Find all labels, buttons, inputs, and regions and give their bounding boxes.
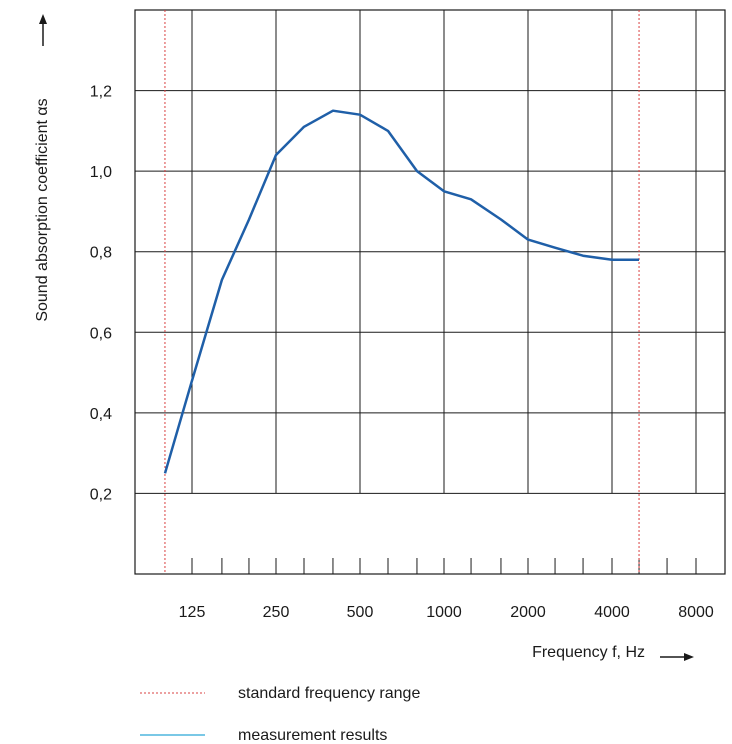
y-tick-label: 0,4: [90, 406, 112, 423]
series-line-measurement: [163, 109, 639, 474]
x-tick-label: 500: [347, 604, 374, 621]
legend-label-measurement: measurement results: [238, 727, 387, 744]
x-axis-arrow-icon: [660, 653, 694, 661]
standard-range-lines: [164, 10, 640, 574]
y-tick-label: 1,0: [90, 164, 112, 181]
x-axis-label: Frequency f, Hz: [532, 644, 645, 661]
legend-label-standard-range: standard frequency range: [238, 685, 420, 702]
x-tick-label: 250: [263, 604, 290, 621]
y-tick-label: 0,6: [90, 325, 112, 342]
y-tick-label: 0,2: [90, 486, 112, 503]
y-tick-labels: 0,2 0,4 0,6 0,8 1,0 1,2: [90, 84, 112, 504]
y-axis-arrow-icon: [39, 14, 47, 46]
y-axis-label: Sound absorption coefficient αs: [34, 98, 51, 321]
grid: [134, 9, 726, 575]
x-tick-label: 2000: [510, 604, 546, 621]
x-tick-label: 4000: [594, 604, 630, 621]
y-tick-label: 0,8: [90, 245, 112, 262]
x-tick-label: 125: [179, 604, 206, 621]
x-tick-labels: 125 250 500 1000 2000 4000 8000: [179, 604, 714, 621]
legend: standard frequency range measurement res…: [140, 685, 420, 744]
x-tick-label: 1000: [426, 604, 462, 621]
x-tick-label: 8000: [678, 604, 714, 621]
series-layer: [163, 109, 639, 474]
plot-frame: [134, 9, 726, 575]
y-tick-label: 1,2: [90, 84, 112, 101]
